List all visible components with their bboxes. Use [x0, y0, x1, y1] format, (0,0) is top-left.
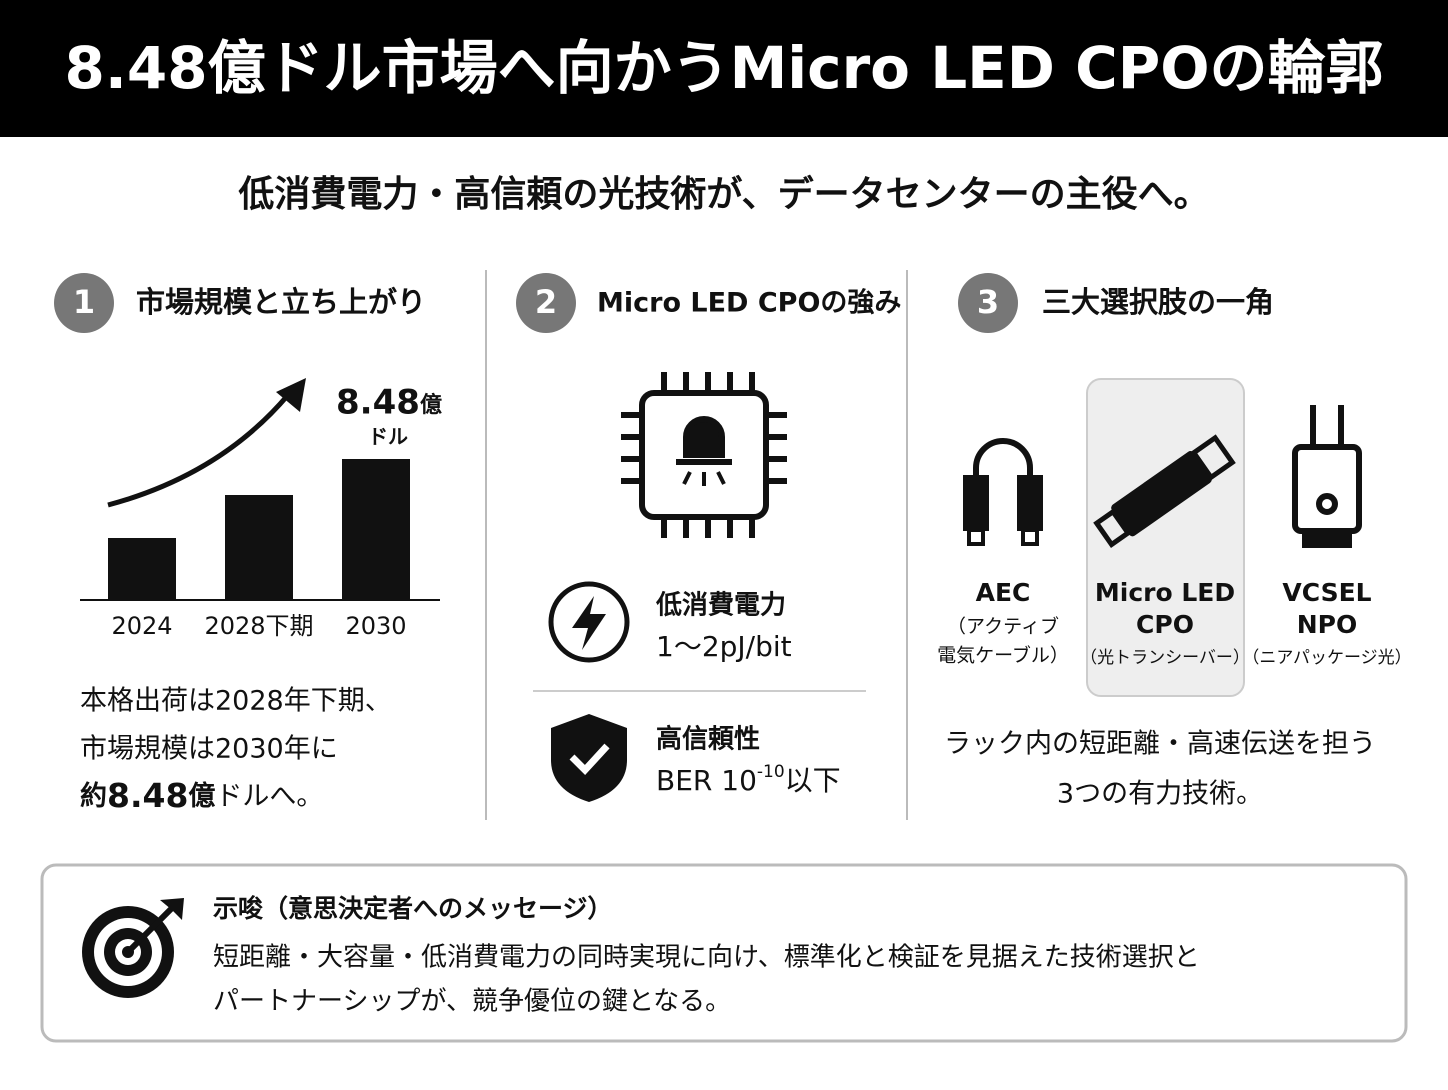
chip-icon [621, 372, 787, 538]
option-name: Micro LED [1095, 578, 1235, 607]
number-badge [958, 273, 1018, 333]
category-label: 2028下期 [204, 612, 313, 640]
section-number: 1 [73, 283, 95, 321]
text-part: 約 [80, 780, 107, 812]
peak-value: 8.48 [336, 383, 420, 423]
arrow-head [276, 378, 306, 412]
subtitle: 低消費電力・高信頼の光技術が、データセンターの主役へ。 [238, 173, 1209, 215]
transceiver-icon [1093, 434, 1236, 548]
option-sub: 電気ケーブル） [937, 644, 1069, 667]
trend-arrow [107, 393, 290, 508]
header-bar [0, 0, 1448, 137]
feature-detail: BER 10-10以下 [656, 762, 841, 797]
option-name: NPO [1297, 610, 1358, 639]
implication-box [40, 863, 1408, 1043]
bar-illustration [225, 495, 293, 600]
option-name: VCSEL [1282, 578, 1371, 607]
implication-text: パートナーシップが、競争優位の鍵となる。 [213, 987, 731, 1017]
text-part: 以下 [785, 764, 841, 797]
highlight-box [1086, 378, 1245, 697]
feature-detail: 1〜2pJ/bit [656, 630, 792, 663]
body-text: 約8.48億ドルへ。 [80, 776, 323, 815]
number-badge [516, 273, 576, 333]
number-badge [54, 273, 114, 333]
peak-currency: ドル [368, 425, 408, 449]
option-sub: （ニアパッケージ光） [1242, 648, 1411, 668]
section-heading: 市場規模と立ち上がり [136, 285, 426, 319]
title: 8.48億ドル市場へ向かうMicro LED CPOの輪郭 [64, 34, 1383, 102]
lightning-icon [548, 581, 630, 663]
cable-icon [963, 438, 1043, 546]
target-icon [82, 898, 184, 998]
bar-illustration [108, 538, 176, 600]
superscript: -10 [757, 762, 785, 782]
shield-icon [551, 714, 627, 802]
text-part: 億 [188, 781, 215, 812]
implication-title: 示唆（意思決定者へのメッセージ） [213, 894, 613, 923]
category-label: 2030 [345, 612, 406, 640]
feature-title: 高信頼性 [656, 724, 760, 755]
implication-text: 短距離・大容量・低消費電力の同時実現に向け、標準化と検証を見据えた技術選択と [213, 943, 1200, 973]
module-icon [1292, 405, 1362, 548]
body-text: 本格出荷は2028年下期、 [80, 686, 392, 717]
option-name: CPO [1136, 610, 1194, 639]
peak-unit: 億 [420, 392, 442, 418]
bar-illustration [342, 459, 410, 600]
option-sub: （アクティブ [947, 615, 1059, 638]
category-label: 2024 [111, 612, 172, 640]
text-part: ドルへ。 [215, 781, 323, 812]
caption: ラック内の短距離・高速伝送を担う [944, 729, 1376, 760]
section-number: 2 [535, 283, 557, 321]
section-heading: 三大選択肢の一角 [1042, 285, 1274, 319]
option-sub: （光トランシーバー） [1080, 648, 1250, 668]
text-part: 8.48 [107, 776, 188, 815]
body-text: 市場規模は2030年に [80, 734, 338, 765]
text-part: BER 10 [656, 764, 757, 797]
section-heading: Micro LED CPOの強み [597, 288, 901, 319]
feature-title: 低消費電力 [655, 591, 786, 621]
caption: 3つの有力技術。 [1057, 779, 1263, 810]
section-number: 3 [977, 283, 999, 321]
option-name: AEC [976, 578, 1031, 607]
